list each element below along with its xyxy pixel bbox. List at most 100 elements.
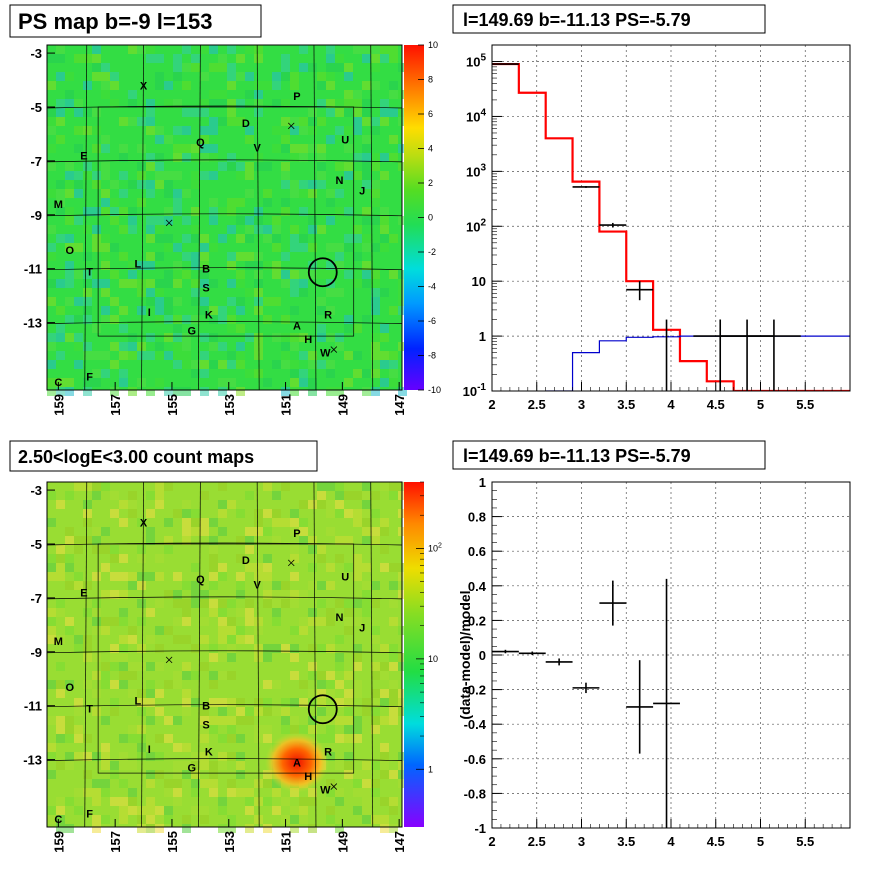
map-pixel bbox=[119, 779, 128, 788]
count-map-title: 2.50<logE<3.00 count maps bbox=[18, 447, 254, 467]
map-pixel bbox=[299, 369, 308, 378]
map-pixel bbox=[317, 545, 326, 554]
map-pixel bbox=[146, 536, 155, 545]
map-pixel bbox=[146, 770, 155, 779]
map-pixel bbox=[65, 626, 74, 635]
map-pixel bbox=[254, 626, 263, 635]
map-pixel bbox=[56, 189, 65, 198]
map-pixel bbox=[200, 761, 209, 770]
map-pixel bbox=[263, 824, 272, 833]
map-pixel bbox=[56, 387, 65, 396]
map-pixel bbox=[119, 761, 128, 770]
map-pixel bbox=[281, 698, 290, 707]
map-pixel bbox=[173, 342, 182, 351]
map-pixel bbox=[380, 644, 389, 653]
map-pixel bbox=[83, 162, 92, 171]
map-pixel bbox=[182, 234, 191, 243]
map-pixel bbox=[146, 491, 155, 500]
map-pixel bbox=[56, 351, 65, 360]
map-pixel bbox=[380, 117, 389, 126]
map-pixel bbox=[119, 369, 128, 378]
map-pixel bbox=[326, 306, 335, 315]
x-tick-label: 2 bbox=[488, 397, 495, 412]
map-pixel bbox=[236, 509, 245, 518]
map-pixel bbox=[263, 315, 272, 324]
map-pixel bbox=[272, 644, 281, 653]
map-pixel bbox=[146, 252, 155, 261]
y-tick-label: 0.2 bbox=[468, 613, 486, 628]
map-pixel bbox=[110, 572, 119, 581]
map-pixel bbox=[227, 626, 236, 635]
map-pixel bbox=[128, 216, 137, 225]
map-pixel bbox=[353, 234, 362, 243]
map-pixel bbox=[353, 644, 362, 653]
map-pixel bbox=[263, 581, 272, 590]
map-pixel bbox=[173, 617, 182, 626]
map-pixel bbox=[173, 671, 182, 680]
map-pixel bbox=[371, 707, 380, 716]
residual-plot-area bbox=[492, 482, 850, 828]
map-pixel bbox=[326, 500, 335, 509]
map-pixel bbox=[146, 333, 155, 342]
map-pixel bbox=[164, 716, 173, 725]
map-pixel bbox=[263, 572, 272, 581]
title-box-ps-map: PS map b=-9 l=153 bbox=[9, 4, 262, 38]
map-pixel bbox=[353, 491, 362, 500]
map-pixel bbox=[263, 162, 272, 171]
map-pixel bbox=[56, 306, 65, 315]
map-pixel bbox=[83, 270, 92, 279]
map-pixel bbox=[245, 162, 254, 171]
map-pixel bbox=[128, 225, 137, 234]
map-pixel bbox=[317, 599, 326, 608]
map-pixel bbox=[101, 279, 110, 288]
map-pixel bbox=[362, 761, 371, 770]
map-pixel bbox=[263, 198, 272, 207]
map-pixel bbox=[200, 306, 209, 315]
map-pixel bbox=[65, 279, 74, 288]
map-pixel bbox=[83, 252, 92, 261]
map-pixel bbox=[326, 617, 335, 626]
map-pixel bbox=[380, 333, 389, 342]
map-pixel bbox=[344, 734, 353, 743]
parallel-line bbox=[46, 704, 403, 708]
map-pixel bbox=[110, 81, 119, 90]
map-pixel bbox=[137, 824, 146, 833]
map-pixel bbox=[326, 387, 335, 396]
map-pixel bbox=[92, 279, 101, 288]
map-pixel bbox=[218, 617, 227, 626]
map-pixel bbox=[92, 54, 101, 63]
map-pixel bbox=[227, 671, 236, 680]
map-pixel bbox=[344, 770, 353, 779]
map-pixel bbox=[227, 99, 236, 108]
map-pixel bbox=[344, 243, 353, 252]
map-pixel bbox=[182, 126, 191, 135]
map-pixel bbox=[137, 162, 146, 171]
map-pixel bbox=[344, 63, 353, 72]
map-pixel bbox=[236, 54, 245, 63]
map-pixel bbox=[281, 351, 290, 360]
map-pixel bbox=[281, 72, 290, 81]
map-pixel bbox=[353, 279, 362, 288]
map-pixel bbox=[74, 180, 83, 189]
map-pixel bbox=[335, 342, 344, 351]
map-pixel bbox=[209, 545, 218, 554]
map-pixel bbox=[137, 725, 146, 734]
map-pixel bbox=[209, 216, 218, 225]
map-pixel bbox=[227, 63, 236, 72]
map-pixel bbox=[209, 716, 218, 725]
parallel-line bbox=[46, 650, 403, 654]
map-pixel bbox=[236, 279, 245, 288]
map-pixel bbox=[119, 500, 128, 509]
map-pixel bbox=[254, 108, 263, 117]
meridian-line bbox=[198, 44, 201, 391]
colorbar-tick-label: 2 bbox=[428, 178, 433, 188]
x-tick-label: 149 bbox=[335, 394, 350, 416]
map-pixel bbox=[191, 671, 200, 680]
map-pixel bbox=[290, 117, 299, 126]
map-pixel bbox=[335, 734, 344, 743]
map-pixel bbox=[137, 599, 146, 608]
map-pixel bbox=[83, 653, 92, 662]
map-pixel bbox=[254, 90, 263, 99]
map-pixel bbox=[353, 716, 362, 725]
map-pixel bbox=[200, 743, 209, 752]
